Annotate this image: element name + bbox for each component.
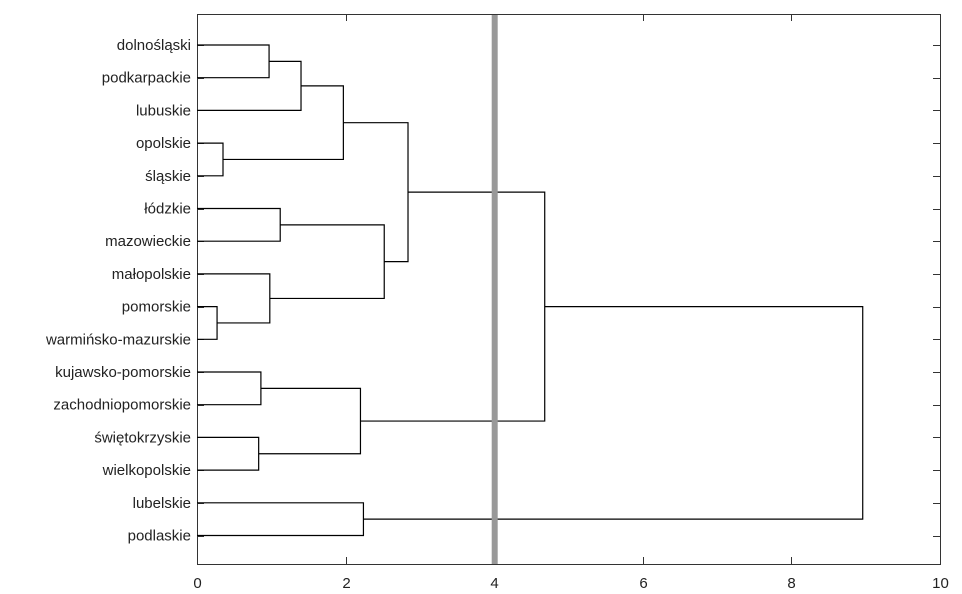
- dendrogram-link: [269, 224, 385, 300]
- dendrogram-link: [197, 273, 271, 324]
- dendrogram-link: [258, 387, 362, 455]
- leaf-label: opolskie: [136, 135, 191, 152]
- dendrogram-link: [197, 142, 224, 177]
- leaf-label: śląskie: [145, 168, 191, 185]
- leaf-label: podkarpackie: [102, 70, 191, 87]
- dendrogram-link: [197, 44, 270, 79]
- axis-ticks: [197, 14, 941, 564]
- x-tick-label: 0: [193, 575, 201, 592]
- dendrogram-link: [197, 436, 260, 471]
- leaf-labels: dolnośląski podkarpackie lubuskie opolskie ś…: [45, 37, 191, 545]
- dendrogram-links: [197, 44, 864, 537]
- leaf-label: warmińsko-mazurskie: [45, 331, 191, 348]
- leaf-label: lubuskie: [136, 102, 191, 119]
- x-tick-label: 6: [639, 575, 647, 592]
- leaf-label: mazowieckie: [105, 233, 191, 250]
- leaf-label: zachodniopomorskie: [53, 397, 191, 414]
- leaf-label: małopolskie: [112, 266, 191, 283]
- plot-frame: [197, 14, 941, 565]
- leaf-label: łódzkie: [144, 201, 191, 218]
- dendrogram-link: [197, 306, 218, 340]
- x-tick-labels: 0 2 4 6 8 10: [193, 575, 949, 592]
- leaf-label: świętokrzyskie: [94, 429, 191, 446]
- dendrogram-link: [197, 502, 365, 537]
- leaf-label: pomorskie: [122, 299, 191, 316]
- leaf-label: podlaskie: [128, 528, 191, 545]
- x-tick-label: 10: [932, 575, 949, 592]
- x-tick-label: 4: [490, 575, 498, 592]
- dendrogram-link: [197, 371, 262, 406]
- dendrogram-link: [343, 122, 409, 263]
- leaf-label: wielkopolskie: [102, 462, 191, 479]
- dendrogram-link: [197, 60, 302, 111]
- dendrogram-link: [197, 207, 281, 242]
- leaf-label: dolnośląski: [117, 37, 191, 54]
- dendrogram-link: [363, 306, 864, 520]
- x-tick-label: 8: [787, 575, 795, 592]
- x-tick-label: 2: [342, 575, 350, 592]
- dendrogram-link: [360, 191, 546, 422]
- leaf-label: kujawsko-pomorskie: [55, 364, 191, 381]
- dendrogram-link: [223, 85, 344, 161]
- leaf-label: lubelskie: [133, 495, 191, 512]
